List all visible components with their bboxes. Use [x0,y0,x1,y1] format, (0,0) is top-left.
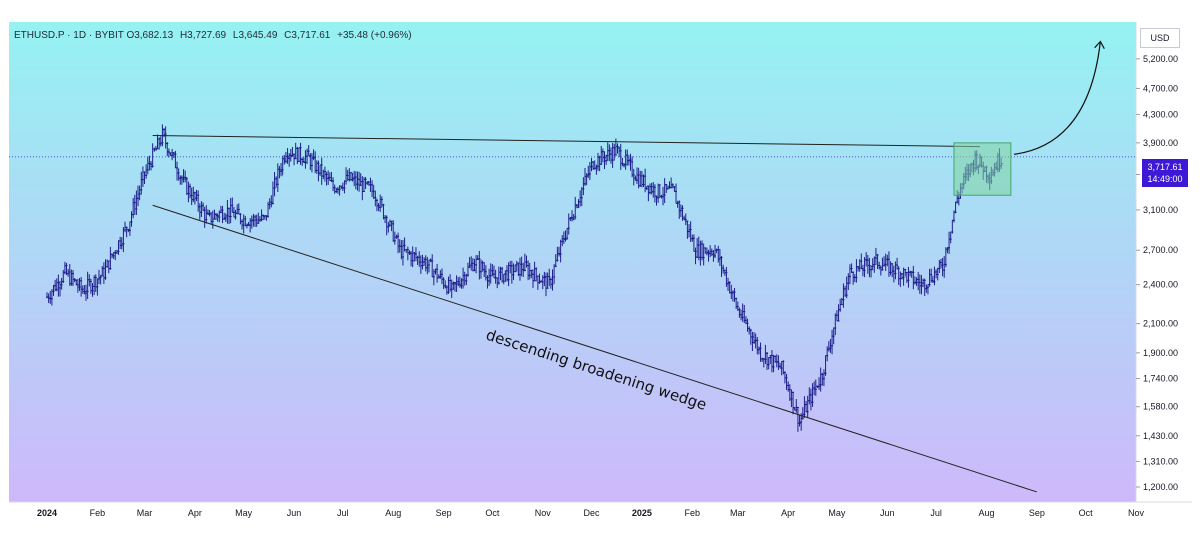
x-tick-label: Feb [90,508,106,518]
low-value: 3,645.49 [238,30,278,41]
chart-frame: descending broadening wedge 5,200.00 4,70… [9,22,1192,524]
trendline-1[interactable] [152,134,980,148]
low-label: L [232,30,239,41]
x-tick-label: 2025 [632,508,652,518]
x-tick-label: Apr [188,508,202,518]
x-tick-label: 2024 [37,508,57,518]
x-tick-label: Jul [337,508,349,518]
candles-layer [9,124,1136,432]
trendline-2[interactable] [152,204,1038,493]
x-tick-label: Jun [287,508,302,518]
y-tick-label: 1,740.00 [1143,374,1178,384]
x-tick-label: Dec [583,508,600,518]
y-tick-label: 3,900.00 [1143,138,1178,148]
countdown-value: 14:49:00 [1147,174,1183,184]
y-tick-label: 3,100.00 [1143,205,1178,215]
y-tick-label: 5,200.00 [1143,54,1178,64]
x-tick-label: Oct [1079,508,1094,518]
x-tick-label: Feb [685,508,701,518]
high-label: H [179,30,188,41]
x-tick-label: Aug [385,508,401,518]
x-tick-label: Aug [978,508,994,518]
time-axis-background [9,502,1192,524]
last-price-value: 3,717.61 [1147,162,1183,172]
y-tick-label: 2,100.00 [1143,319,1178,329]
y-tick-label: 4,300.00 [1143,109,1178,119]
open-label: O [126,30,135,41]
x-tick-label: Mar [137,508,153,518]
currency-button[interactable]: USD [1140,28,1180,48]
y-tick-label: 1,900.00 [1143,348,1178,358]
x-tick-label: Jun [880,508,895,518]
open-value: 3,682.13 [134,30,174,41]
x-tick-label: May [828,508,846,518]
y-tick-label: 1,580.00 [1143,402,1178,412]
breakout-arrow[interactable] [1014,42,1100,155]
consolidation-box[interactable] [953,142,1012,196]
x-tick-label: May [235,508,253,518]
close-value: 3,717.61 [291,30,331,41]
close-label: C [284,30,292,41]
x-tick-label: Nov [535,508,552,518]
x-tick-label: Oct [485,508,500,518]
x-tick-label: Mar [730,508,746,518]
x-tick-label: Nov [1128,508,1145,518]
plot-background [9,22,1192,524]
x-tick-label: Sep [1029,508,1045,518]
time-axis[interactable]: 2024 Feb Mar Apr May Jun Jul Aug Sep Oct Nov Dec 202… [37,508,1145,518]
y-tick-label: 1,310.00 [1143,456,1178,466]
chart-canvas[interactable]: descending broadening wedge 5,200.004,70… [9,22,1192,524]
y-tick-label: 1,200.00 [1143,482,1178,492]
last-price-tag: 3,717.61 14:49:00 [1142,159,1188,187]
symbol-label[interactable]: ETHUSD.P · 1D · BYBIT [14,30,124,41]
x-tick-label: Sep [436,508,452,518]
y-tick-label: 2,700.00 [1143,245,1178,255]
x-tick-label: Apr [781,508,795,518]
change-value: +35.48 (+0.96%) [337,30,412,41]
y-tick-label: 1,430.00 [1143,431,1178,441]
price-axis-background [1136,22,1192,524]
symbol-header: ETHUSD.P · 1D · BYBIT O3,682.13 H3,727.6… [14,30,412,41]
y-tick-label: 4,700.00 [1143,83,1178,93]
x-tick-label: Jul [930,508,942,518]
y-tick-label: 2,400.00 [1143,280,1178,290]
high-value: 3,727.69 [187,30,227,41]
